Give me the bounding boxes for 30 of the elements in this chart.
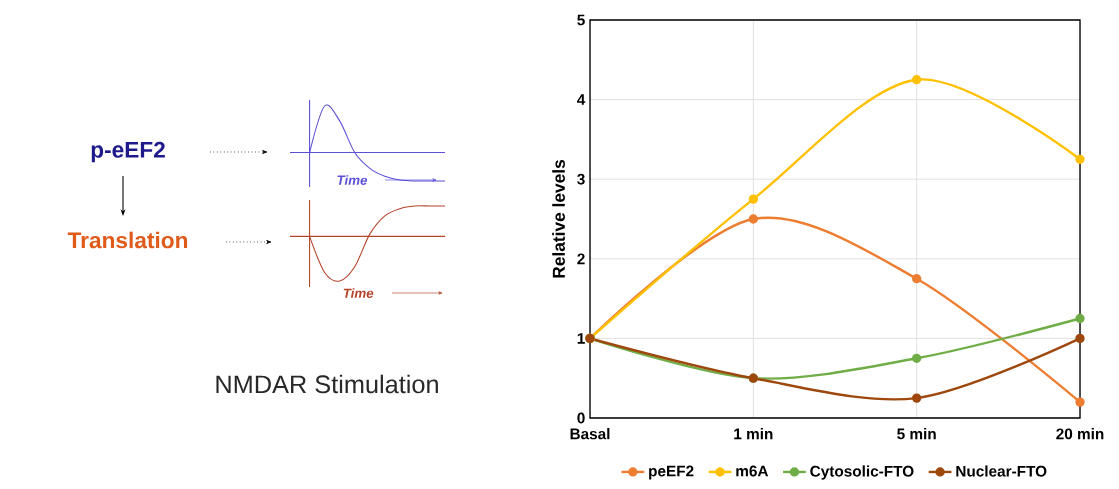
legend-label: Cytosolic-FTO — [810, 465, 914, 480]
text: Translation — [67, 231, 188, 249]
legend-label: peEF2 — [649, 465, 694, 480]
point — [1075, 154, 1085, 164]
x-tick-label: 5 min — [897, 428, 936, 440]
y-tick-label: 5 — [577, 14, 585, 26]
text: p-eEF2 — [91, 141, 165, 163]
x-axis-title: Time — [343, 288, 374, 298]
point — [912, 353, 922, 363]
y-tick-label: 1 — [577, 333, 585, 344]
point — [1075, 313, 1085, 324]
y-tick-label: 0 — [577, 412, 585, 424]
x-tick-label: 20 min — [1056, 428, 1104, 440]
x-tick-label: 1 min — [734, 428, 773, 440]
point — [748, 214, 759, 224]
y-tick-label: 4 — [577, 94, 586, 105]
point — [748, 194, 759, 204]
legend-label: Nuclear-FTO — [956, 465, 1047, 477]
y-tick-label: 2 — [577, 253, 585, 265]
text: NMDAR Stimulation — [216, 374, 438, 394]
x-axis-title: Time — [337, 175, 368, 185]
point — [912, 393, 922, 403]
point — [912, 274, 922, 284]
point — [912, 75, 922, 85]
point — [1075, 333, 1085, 344]
legend-label: m6A — [736, 465, 769, 477]
y-tick-label: 3 — [577, 173, 585, 185]
x-tick-label: Basal — [570, 428, 610, 440]
y-axis-title: Relative levels — [552, 159, 565, 278]
point — [1075, 397, 1085, 407]
